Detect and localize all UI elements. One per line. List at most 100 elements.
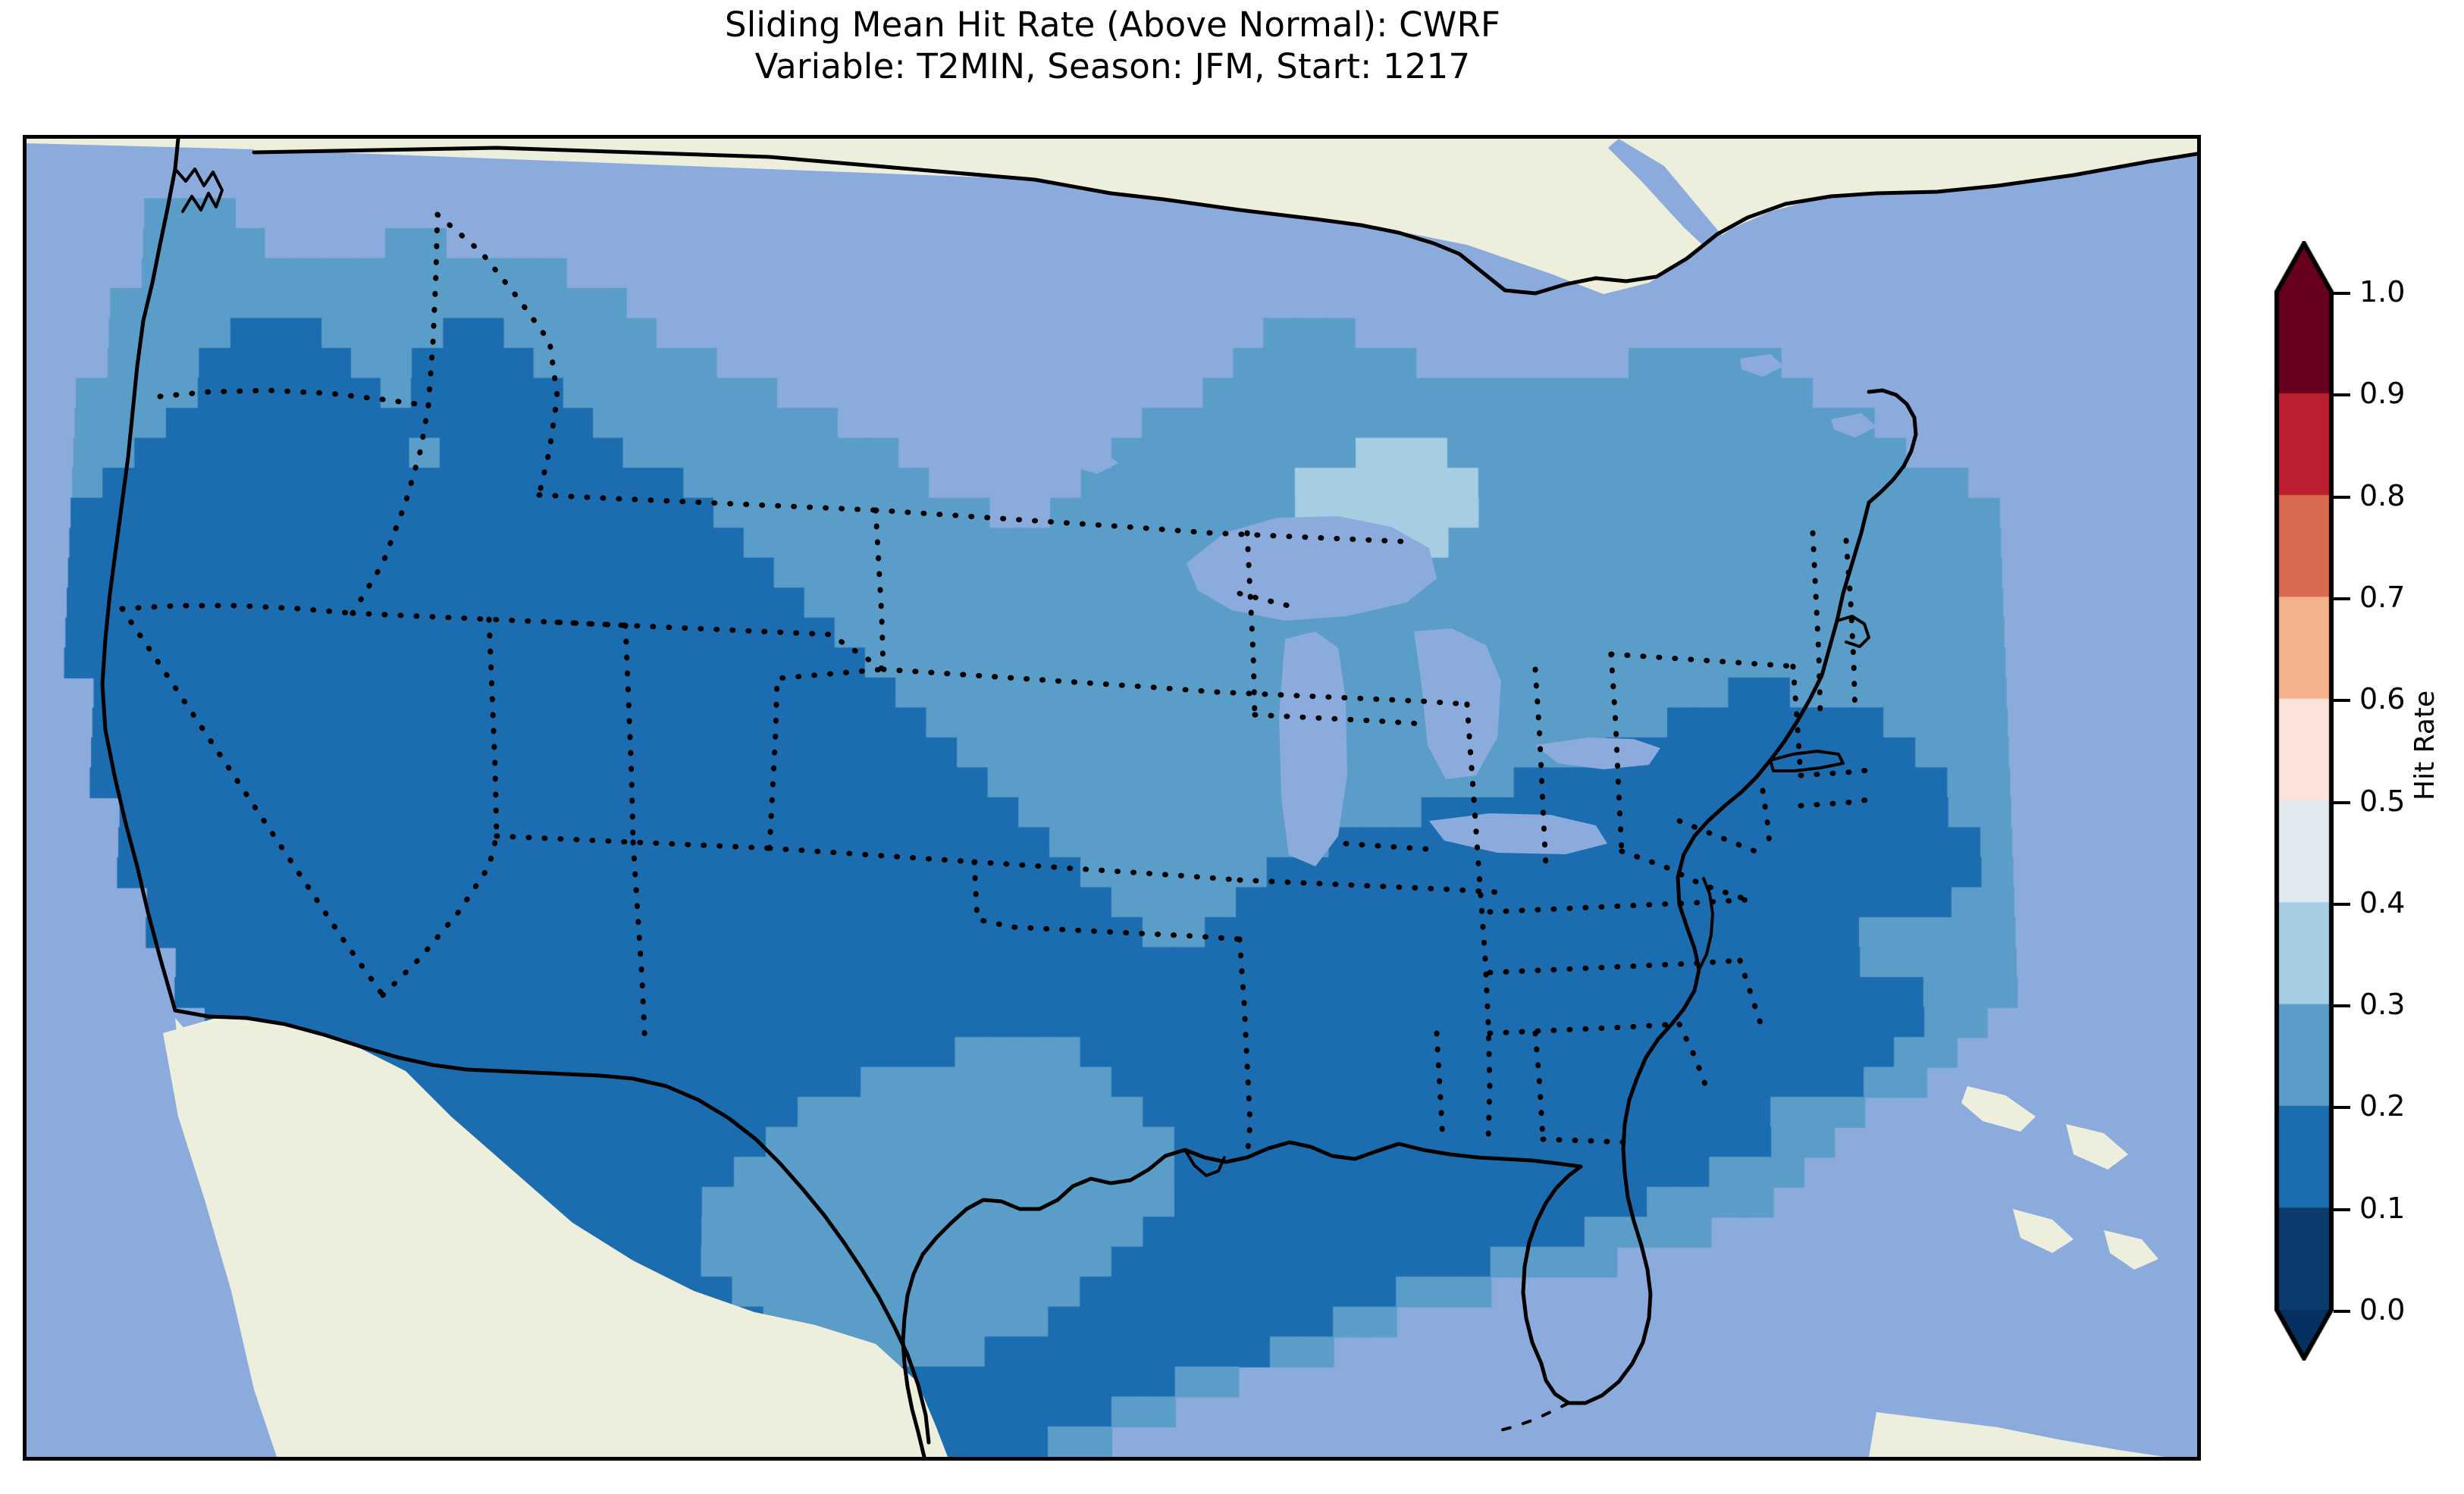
- colorbar-tick-label: 0.9: [2359, 377, 2406, 411]
- state-border-tn-al-ga: [1487, 1021, 1682, 1036]
- state-border-md-va: [1676, 818, 1758, 854]
- state-border-mo-ar: [1237, 877, 1500, 895]
- colorbar-tick-label: 0.4: [2359, 885, 2406, 919]
- state-border-wy-south: [554, 619, 886, 672]
- state-border-nv-ut: [486, 616, 500, 839]
- bahamas-island-4: [2104, 1230, 2158, 1270]
- baja-peninsula: [175, 1018, 374, 1457]
- us-canada-border-east: [1108, 152, 2197, 296]
- state-border-ct-ri: [1798, 797, 1872, 809]
- state-border-nh-me: [1843, 537, 1858, 718]
- state-border-nj-pa: [1760, 788, 1773, 854]
- state-border-ma-ct: [1798, 766, 1879, 778]
- colorbar-tick-label: 0.2: [2359, 1089, 2406, 1123]
- colorbar-tick-label: 0.8: [2359, 478, 2406, 512]
- colorbar-tick-mark: [2334, 292, 2350, 295]
- mississippi-delta: [1183, 1148, 1226, 1177]
- state-border-al-ms: [1434, 1030, 1446, 1142]
- figure-title: Sliding Mean Hit Rate (Above Normal): CW…: [0, 5, 2225, 88]
- state-border-wa-or: [157, 387, 431, 409]
- state-border-mi-oh-in: [1343, 841, 1440, 853]
- colorbar-tick-label: 0.7: [2359, 580, 2406, 614]
- state-border-az-nm: [630, 839, 648, 1051]
- state-border-vt-nh: [1810, 530, 1823, 718]
- chesapeake-bay: [1698, 877, 1714, 971]
- colorbar-tick-label: 1.0: [2359, 275, 2406, 309]
- lake-small-2: [1208, 324, 1249, 348]
- state-border-id-nv-ut: [350, 610, 629, 628]
- state-border-il-in: [1464, 701, 1479, 832]
- state-border-ne-ks: [880, 666, 1220, 695]
- lake-small-5: [1831, 413, 1876, 437]
- colorbar-axis-label: Hit Rate: [2409, 690, 2440, 800]
- lake-small-4: [1740, 354, 1784, 377]
- colorbar-tick-mark: [2334, 699, 2350, 703]
- colorbar: 1.0 0.9 0.8 0.7 0.6 0.5 0.4 0.3 0.2 0.1 0.0: [2274, 241, 2405, 1361]
- state-border-co-nm: [766, 666, 886, 851]
- state-border-in-oh: [1532, 666, 1549, 869]
- map-axes: [23, 135, 2201, 1461]
- colorbar-tick-mark: [2334, 1106, 2350, 1110]
- maine-coastline: [1867, 388, 1918, 505]
- cape-cod: [1835, 615, 1870, 648]
- state-border-oh-pa: [1608, 651, 1625, 854]
- state-border-id-mt: [434, 211, 560, 498]
- colorbar-tick-mark: [2334, 1004, 2350, 1008]
- us-mexico-border: [173, 1008, 931, 1445]
- canada-landmass: [254, 139, 2197, 294]
- state-border-ia-mo: [1214, 689, 1470, 707]
- state-border-nm-tx-north: [766, 845, 977, 865]
- state-border-wi-il: [1252, 712, 1425, 727]
- state-border-nv-az: [380, 833, 500, 998]
- title-line-1: Sliding Mean Hit Rate (Above Normal): CW…: [724, 5, 1501, 45]
- title-line-2: Variable: T2MIN, Season: JFM, Start: 121…: [754, 45, 1471, 86]
- state-border-al-ga: [1532, 1030, 1546, 1142]
- puget-sound-coastline: [174, 168, 224, 213]
- state-border-ky-va: [1487, 897, 1751, 915]
- state-border-ok-tx: [971, 859, 1243, 942]
- state-border-tn-nc: [1487, 957, 1743, 976]
- state-border-ga-fl: [1540, 1136, 1629, 1145]
- lake-michigan: [1279, 631, 1347, 866]
- pacific-coastline: [100, 139, 180, 1013]
- state-border-ga-sc: [1676, 1021, 1709, 1089]
- bahamas-island-2: [2066, 1124, 2128, 1170]
- colorbar-gradient: [2274, 241, 2334, 1361]
- lake-ontario: [1535, 738, 1660, 769]
- long-island: [1769, 750, 1845, 772]
- state-border-mississippi-river: [1464, 701, 1493, 1142]
- florida-west-coast: [1521, 1164, 1583, 1366]
- cuba-landmass: [1869, 1412, 2165, 1457]
- state-border-ca-nv: [119, 606, 386, 998]
- colorbar-tick-mark: [2334, 393, 2350, 397]
- canada-west-fill: [140, 139, 1012, 174]
- state-border-wv-va: [1619, 848, 1751, 903]
- colorbar-tick-mark: [2334, 1310, 2350, 1313]
- colorbar-tick-mark: [2334, 800, 2350, 804]
- state-border-ne-sd: [873, 507, 1212, 536]
- state-border-wi-mn: [1244, 530, 1258, 718]
- state-border-wa-id: [425, 211, 440, 409]
- colorbar-tick-label: 0.3: [2359, 988, 2406, 1022]
- state-border-wy-co: [873, 507, 886, 672]
- state-border-ny-vt-ma: [1790, 663, 1804, 778]
- state-border-sc-nc: [1737, 957, 1766, 1033]
- bahamas-island-1: [1961, 1086, 2036, 1132]
- map-geography-overlay: [27, 139, 2197, 1457]
- colorbar-tick-mark: [2334, 597, 2350, 600]
- lake-small-1: [1020, 354, 1067, 378]
- us-canada-border-west: [252, 146, 1113, 196]
- gulf-coastline: [901, 1140, 1583, 1457]
- mexico-landmass: [163, 1018, 948, 1457]
- lake-small-3: [1073, 451, 1118, 474]
- state-border-or-id: [350, 402, 431, 616]
- colorbar-tick-label: 0.1: [2359, 1191, 2406, 1225]
- state-border-or-ca: [119, 603, 356, 616]
- bahamas-island-3: [2013, 1209, 2074, 1253]
- state-border-ut-co: [622, 622, 636, 845]
- colorbar-tick-mark: [2334, 1207, 2350, 1211]
- state-border-ks-ok: [971, 859, 1243, 883]
- state-border-pa-ny: [1608, 651, 1796, 669]
- state-border-mn-ia: [1206, 530, 1417, 545]
